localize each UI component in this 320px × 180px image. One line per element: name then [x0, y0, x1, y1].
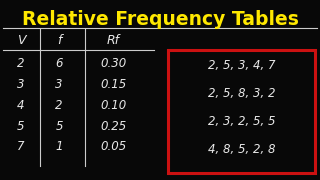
- Text: 2, 3, 2, 5, 5: 2, 3, 2, 5, 5: [208, 115, 275, 128]
- Text: 0.10: 0.10: [100, 99, 127, 112]
- Text: 6: 6: [55, 57, 63, 70]
- Text: 2: 2: [17, 57, 25, 70]
- Text: 4, 8, 5, 2, 8: 4, 8, 5, 2, 8: [208, 143, 275, 156]
- Text: 5: 5: [17, 120, 25, 132]
- Text: 0.30: 0.30: [100, 57, 127, 70]
- Text: 3: 3: [55, 78, 63, 91]
- Text: 2: 2: [55, 99, 63, 112]
- Text: 5: 5: [55, 120, 63, 132]
- Text: 7: 7: [17, 140, 25, 153]
- Text: V: V: [17, 34, 25, 47]
- Text: 2, 5, 3, 4, 7: 2, 5, 3, 4, 7: [208, 59, 275, 72]
- Text: f: f: [57, 34, 61, 47]
- Text: 1: 1: [55, 140, 63, 153]
- Text: 0.05: 0.05: [100, 140, 127, 153]
- Text: Relative Frequency Tables: Relative Frequency Tables: [21, 10, 299, 29]
- Text: 2, 5, 8, 3, 2: 2, 5, 8, 3, 2: [208, 87, 275, 100]
- Text: 0.25: 0.25: [100, 120, 127, 132]
- Text: 3: 3: [17, 78, 25, 91]
- Text: 4: 4: [17, 99, 25, 112]
- Text: Rf: Rf: [107, 34, 120, 47]
- Text: 0.15: 0.15: [100, 78, 127, 91]
